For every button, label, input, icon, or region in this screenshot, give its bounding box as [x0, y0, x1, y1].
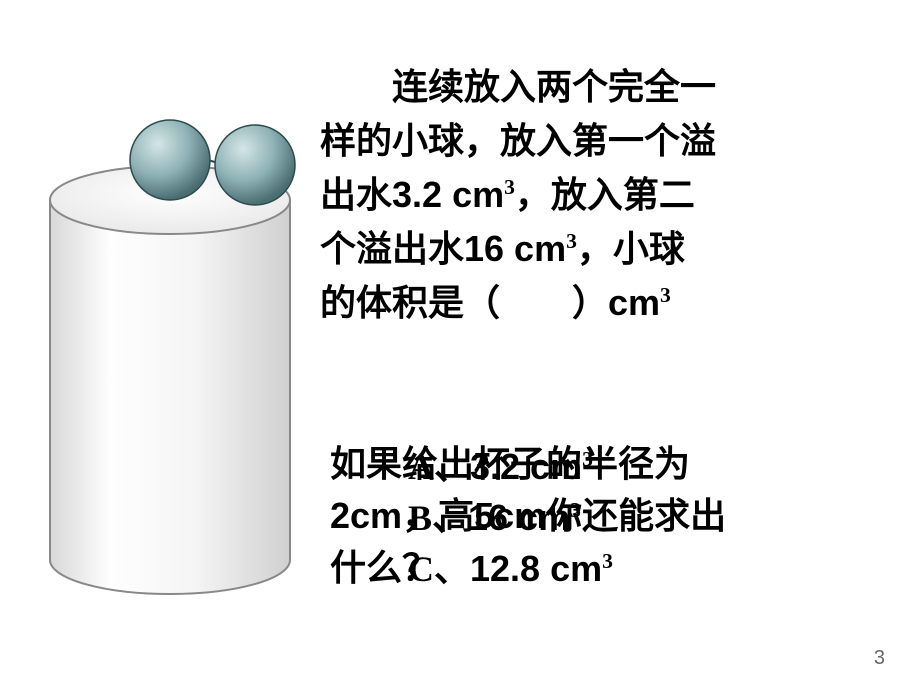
fq-l2b: ，高	[402, 496, 474, 536]
p-sup2: 3	[566, 229, 577, 253]
fq-l2d: 你还能求出	[546, 496, 726, 536]
fq-l3: 什么？	[330, 548, 438, 588]
cylinder-body	[50, 200, 290, 594]
p-line3b: ，放入第二	[515, 175, 695, 215]
p-val2: 16 cm	[464, 228, 566, 269]
cylinder-svg	[40, 115, 300, 605]
p-line4a: 个溢出水	[320, 229, 464, 269]
p-sup3: 3	[660, 283, 671, 307]
cylinder-with-spheres	[40, 115, 300, 605]
followup-question: 如果给出杯子的半径为 2cm，高5cm你还能求出 什么？	[330, 438, 726, 595]
fq-l2c: 5cm	[474, 495, 546, 536]
p-line1: 连续放入两个完全一	[392, 67, 716, 107]
fq-l2a: 2cm	[330, 495, 402, 536]
sphere-2	[215, 125, 295, 205]
p-unit: cm	[608, 282, 660, 323]
problem-text: 连续放入两个完全一 样的小球，放入第一个溢 出水3.2 cm3，放入第二 个溢出…	[320, 60, 890, 330]
p-val1: 3.2 cm	[392, 174, 504, 215]
page-number: 3	[874, 647, 885, 670]
p-line3a: 出水	[320, 175, 392, 215]
sphere-1	[130, 120, 210, 200]
p-line5a: 的体积是（ ）	[320, 283, 608, 323]
p-line4b: ，小球	[577, 229, 685, 269]
slide: 连续放入两个完全一 样的小球，放入第一个溢 出水3.2 cm3，放入第二 个溢出…	[0, 0, 920, 690]
p-sup1: 3	[504, 175, 515, 199]
p-line2: 样的小球，放入第一个溢	[320, 121, 716, 161]
fq-l1: 如果给出杯子的半径为	[330, 444, 690, 484]
